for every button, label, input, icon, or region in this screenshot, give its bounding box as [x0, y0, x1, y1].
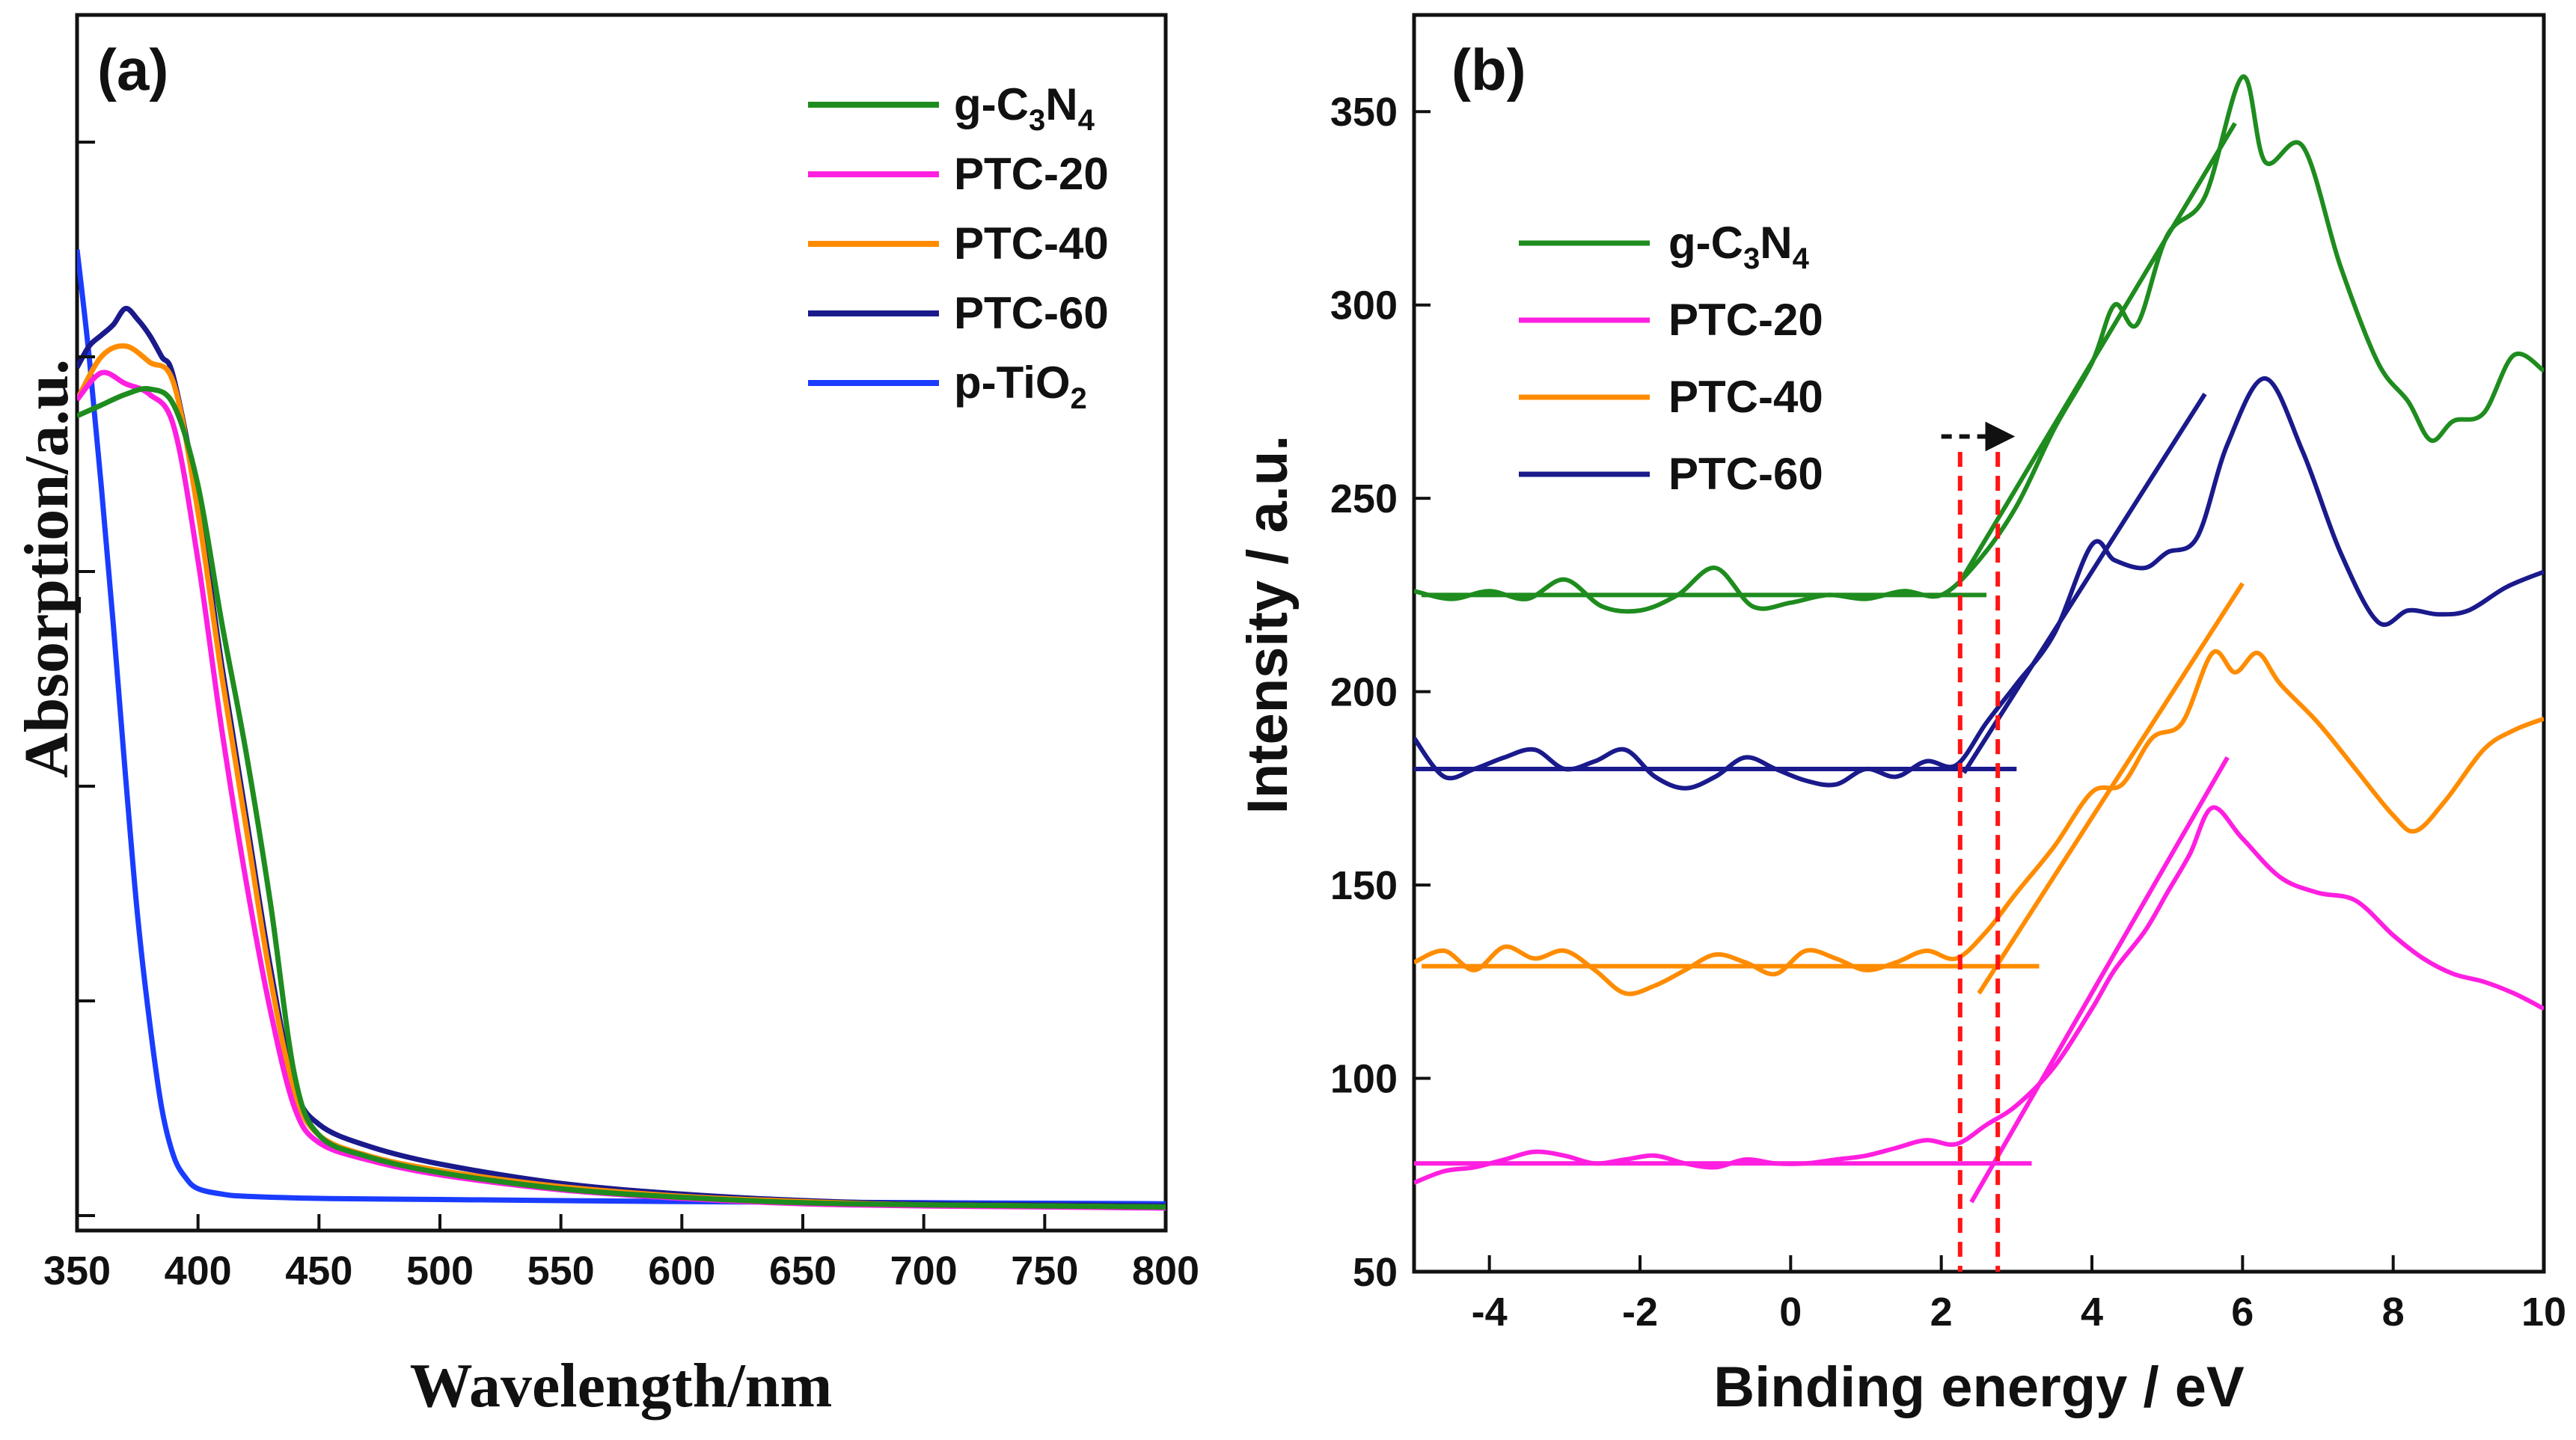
x-tick-label: 2	[1930, 1290, 1953, 1335]
panel-b-tag: (b)	[1451, 37, 1526, 102]
legend-label-gc3n4-sub2: 4	[1078, 104, 1095, 137]
panel-a-legend: g-C3N4 PTC-20 PTC-40 PTC-60 p-TiO2	[808, 79, 1109, 415]
x-tick-label: 350	[43, 1248, 111, 1293]
x-tick-label: 10	[2521, 1290, 2566, 1335]
legend-label-gc3n4-main: g-C	[1668, 218, 1743, 268]
series-line-ptc60	[77, 305, 1166, 1209]
legend-label-ptc60: PTC-60	[954, 288, 1109, 338]
x-tick-label: 600	[648, 1248, 715, 1293]
legend-label-ptc20-main: PTC-20	[1668, 295, 1823, 345]
legend-label-ptc60-main: PTC-60	[954, 288, 1109, 338]
panel-b-frame	[1412, 13, 2546, 1274]
legend-label-gc3n4: g-C3N4	[954, 79, 1095, 137]
y-tick-label: 50	[1353, 1250, 1398, 1295]
legend-label-gc3n4: g-C3N4	[1668, 218, 1810, 275]
x-tick-label: 450	[285, 1248, 352, 1293]
x-tick-label: 6	[2231, 1290, 2254, 1335]
fit-line-ptc60	[1962, 392, 2207, 774]
x-tick-label: 8	[2382, 1290, 2405, 1335]
legend-label-gc3n4-sub1: 3	[1029, 104, 1045, 137]
x-tick-label: 650	[769, 1248, 836, 1293]
panel-b-series	[1414, 74, 2544, 1204]
legend-label-gc3n4-sub1: 3	[1743, 242, 1760, 275]
legend-label-ptc20-main: PTC-20	[954, 149, 1109, 199]
series-line-ptc20	[1414, 805, 2544, 1185]
panel-b-xlabel: Binding energy / eV	[1713, 1355, 2245, 1419]
x-tick-label: -2	[1622, 1290, 1658, 1335]
x-tick-label: 700	[890, 1248, 958, 1293]
series-line-ptc60	[1414, 376, 2544, 791]
panel-b-annotations	[1941, 421, 2016, 1272]
fit-line-ptc40	[1977, 582, 2245, 995]
panel-b-ylabel: Intensity / a.u.	[1236, 435, 1300, 815]
legend-label-gc3n4-main: g-C	[954, 79, 1029, 129]
legend-label-ptc60-main: PTC-60	[1668, 449, 1823, 499]
fit-line-ptc20	[1969, 756, 2230, 1204]
x-tick-label: 550	[527, 1248, 595, 1293]
fit-line-gc3n4	[1962, 122, 2237, 577]
y-tick-label: 250	[1330, 477, 1398, 521]
panel-b-ticks: -4 -2 0 2 4 6 8 10 50 100 150 200 250 300 350	[1330, 90, 2566, 1335]
legend-label-gc3n4-mid: N	[1760, 218, 1792, 268]
panel-a-ticks: 350 400 450 500 550 600 650 700 750 800	[43, 141, 1199, 1293]
x-tick-label: 4	[2081, 1290, 2103, 1335]
x-tick-label: -4	[1472, 1290, 1508, 1335]
legend-label-gc3n4-mid: N	[1045, 79, 1077, 129]
legend-label-ptc40: PTC-40	[1668, 372, 1823, 422]
series-line-gc3n4	[77, 386, 1166, 1210]
panel-a-ylabel: Absorption/a.u.	[12, 359, 82, 778]
x-tick-label: 500	[406, 1248, 474, 1293]
series-line-gc3n4	[1414, 74, 2544, 614]
panel-a-xlabel: Wavelength/nm	[410, 1351, 833, 1421]
x-tick-label: 0	[1779, 1290, 1802, 1335]
legend-label-ptio2: p-TiO2	[954, 358, 1087, 415]
x-tick-label: 800	[1132, 1248, 1199, 1293]
legend-label-ptio2-sub1: 2	[1071, 382, 1087, 415]
x-tick-label: 750	[1011, 1248, 1078, 1293]
legend-label-ptio2-main: p-TiO	[954, 358, 1071, 408]
x-tick-label: 400	[165, 1248, 232, 1293]
panel-a: 350 400 450 500 550 600 650 700 750 800 (a) Wavel…	[12, 13, 1199, 1421]
legend-label-ptc60: PTC-60	[1668, 449, 1823, 499]
legend-label-ptc40-main: PTC-40	[954, 218, 1109, 269]
legend-label-ptc40-main: PTC-40	[1668, 372, 1823, 422]
legend-label-ptc40: PTC-40	[954, 218, 1109, 269]
legend-label-gc3n4-sub2: 4	[1793, 242, 1810, 275]
panel-a-series	[77, 249, 1166, 1211]
y-tick-label: 150	[1330, 863, 1398, 908]
series-line-ptc40	[1414, 649, 2544, 996]
series-line-ptio2	[77, 249, 1166, 1207]
legend-label-ptc20: PTC-20	[954, 149, 1109, 199]
panel-b: -4 -2 0 2 4 6 8 10 50 100 150 200 250 300 350 (b) Bind…	[1236, 13, 2566, 1419]
panel-a-frame	[75, 13, 1168, 1233]
y-tick-label: 300	[1330, 284, 1398, 328]
legend-label-ptc20: PTC-20	[1668, 295, 1823, 345]
y-tick-label: 100	[1330, 1057, 1398, 1102]
y-tick-label: 350	[1330, 90, 1398, 135]
y-tick-label: 200	[1330, 670, 1398, 715]
series-line-ptc40	[77, 343, 1166, 1210]
panel-b-legend: g-C3N4 PTC-20 PTC-40 PTC-60	[1519, 218, 1823, 499]
panel-a-tag: (a)	[97, 37, 168, 102]
